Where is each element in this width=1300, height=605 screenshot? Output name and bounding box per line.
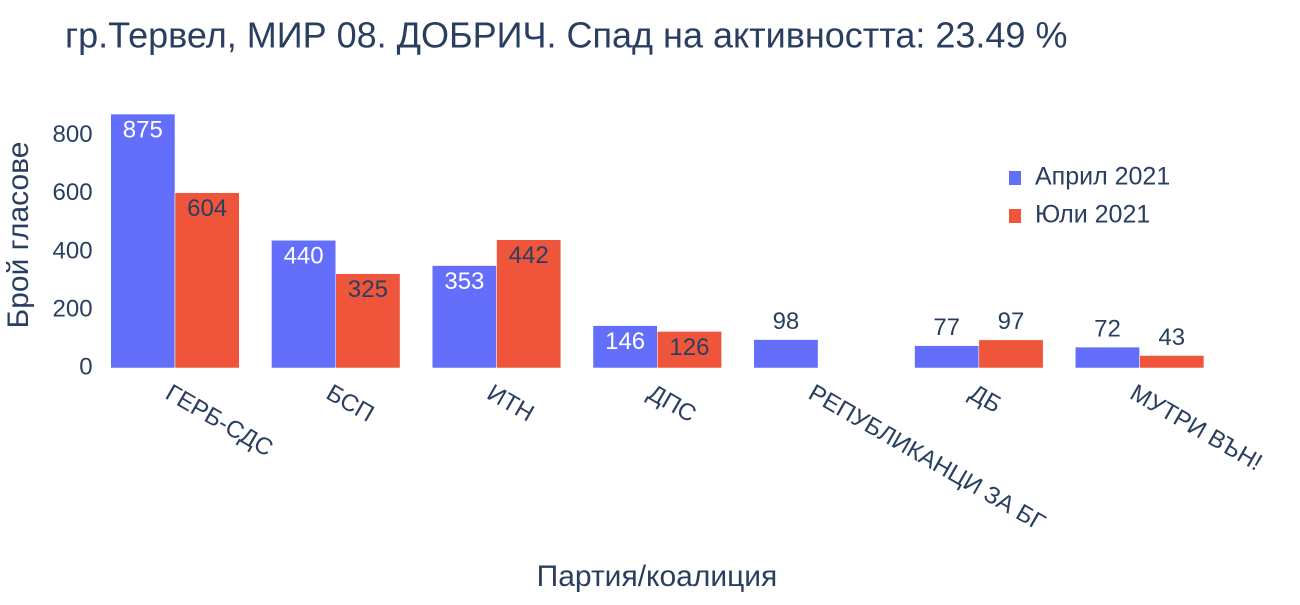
y-tick-label: 200: [53, 295, 93, 322]
bar: [174, 192, 240, 369]
bar: [110, 113, 176, 369]
bar: [914, 345, 980, 369]
x-axis-title: Партия/коалиция: [537, 560, 778, 593]
value-label: 325: [348, 276, 388, 303]
bar: [978, 339, 1044, 369]
value-label: 604: [187, 195, 227, 222]
legend-label: Април 2021: [1035, 163, 1170, 191]
y-axis-title: Брой гласове: [2, 142, 35, 329]
legend-swatch: [1009, 171, 1021, 185]
x-tick-label: ГЕРБ-СДС: [161, 379, 278, 462]
chart-title: гр.Тервел, МИР 08. ДОБРИЧ. Спад на актив…: [65, 15, 1067, 56]
x-tick-label: ИТН: [482, 379, 538, 427]
x-tick-label: МУТРИ ВЪН!: [1125, 379, 1266, 476]
y-tick-label: 0: [79, 353, 92, 380]
y-tick-label: 800: [53, 121, 93, 148]
x-tick-label: БСП: [322, 379, 379, 427]
bar: [1075, 346, 1140, 369]
bar: [753, 339, 819, 369]
bar: [592, 325, 658, 369]
value-label: 146: [605, 328, 645, 355]
y-tick-label: 400: [53, 237, 93, 264]
value-label: 43: [1158, 324, 1185, 351]
y-tick-label: 600: [53, 179, 93, 206]
bar: [271, 240, 337, 369]
legend-label: Юли 2021: [1035, 201, 1150, 229]
value-label: 440: [284, 243, 324, 270]
bar: [431, 265, 497, 369]
bar: [335, 273, 401, 369]
value-label: 72: [1094, 315, 1121, 342]
bar: [496, 239, 562, 369]
value-label: 126: [669, 334, 709, 361]
legend-swatch: [1009, 209, 1021, 223]
x-tick-label: РЕПУБЛИКАНЦИ ЗА БГ: [804, 379, 1050, 536]
value-label: 77: [933, 314, 960, 341]
bar: [1139, 355, 1205, 369]
value-label: 875: [123, 116, 163, 143]
bar: [657, 331, 722, 369]
x-tick-label: ДБ: [965, 379, 1006, 418]
value-label: 442: [509, 242, 549, 269]
value-label: 353: [444, 268, 484, 295]
value-label: 98: [773, 308, 800, 335]
x-tick-label: ДПС: [643, 379, 701, 428]
value-label: 97: [998, 308, 1025, 335]
